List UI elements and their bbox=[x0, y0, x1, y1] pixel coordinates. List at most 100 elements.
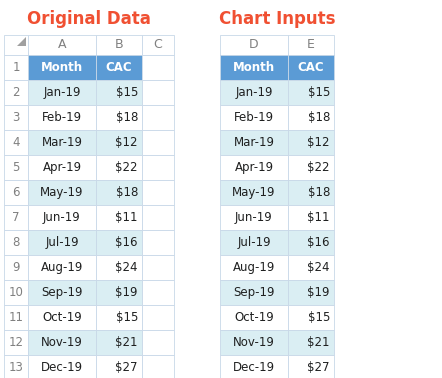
Bar bbox=[142, 35, 174, 55]
Text: C: C bbox=[154, 39, 162, 51]
Bar bbox=[96, 255, 142, 280]
Text: Aug-19: Aug-19 bbox=[41, 261, 83, 274]
Bar bbox=[4, 230, 28, 255]
Bar bbox=[220, 130, 288, 155]
Text: 12: 12 bbox=[8, 336, 23, 349]
Bar bbox=[142, 305, 174, 330]
Text: $19: $19 bbox=[308, 286, 330, 299]
Text: $18: $18 bbox=[308, 186, 330, 199]
Text: Month: Month bbox=[233, 61, 275, 74]
Bar bbox=[220, 35, 288, 55]
Bar bbox=[28, 105, 96, 130]
Bar bbox=[288, 230, 334, 255]
Bar bbox=[4, 355, 28, 378]
Text: 1: 1 bbox=[12, 61, 20, 74]
Bar bbox=[288, 305, 334, 330]
Bar bbox=[28, 80, 96, 105]
Text: Feb-19: Feb-19 bbox=[42, 111, 82, 124]
Bar bbox=[4, 330, 28, 355]
Bar bbox=[142, 80, 174, 105]
Text: Aug-19: Aug-19 bbox=[233, 261, 275, 274]
Bar bbox=[288, 105, 334, 130]
Text: $27: $27 bbox=[115, 361, 138, 374]
Text: $22: $22 bbox=[308, 161, 330, 174]
Text: $16: $16 bbox=[308, 236, 330, 249]
Bar bbox=[220, 230, 288, 255]
Bar bbox=[288, 80, 334, 105]
Bar bbox=[220, 280, 288, 305]
Bar bbox=[96, 355, 142, 378]
Bar bbox=[220, 355, 288, 378]
Bar bbox=[96, 205, 142, 230]
Bar bbox=[4, 105, 28, 130]
Bar bbox=[220, 255, 288, 280]
Bar bbox=[288, 155, 334, 180]
Bar bbox=[96, 280, 142, 305]
Text: Dec-19: Dec-19 bbox=[41, 361, 83, 374]
Text: 13: 13 bbox=[8, 361, 23, 374]
Text: Jun-19: Jun-19 bbox=[235, 211, 273, 224]
Bar bbox=[28, 230, 96, 255]
Bar bbox=[4, 255, 28, 280]
Text: 9: 9 bbox=[12, 261, 20, 274]
Text: Feb-19: Feb-19 bbox=[234, 111, 274, 124]
Text: A: A bbox=[58, 39, 66, 51]
Bar bbox=[96, 130, 142, 155]
Text: 11: 11 bbox=[8, 311, 23, 324]
Text: $16: $16 bbox=[115, 236, 138, 249]
Text: $19: $19 bbox=[115, 286, 138, 299]
Bar bbox=[4, 35, 28, 55]
Bar bbox=[288, 180, 334, 205]
Text: Apr-19: Apr-19 bbox=[234, 161, 274, 174]
Bar bbox=[96, 105, 142, 130]
Text: 5: 5 bbox=[12, 161, 20, 174]
Text: Jun-19: Jun-19 bbox=[43, 211, 81, 224]
Text: Sep-19: Sep-19 bbox=[233, 286, 275, 299]
Bar bbox=[96, 35, 142, 55]
Text: CAC: CAC bbox=[298, 61, 324, 74]
Text: B: B bbox=[114, 39, 123, 51]
Bar bbox=[288, 255, 334, 280]
Bar bbox=[4, 205, 28, 230]
Bar bbox=[4, 180, 28, 205]
Text: Nov-19: Nov-19 bbox=[41, 336, 83, 349]
Bar bbox=[28, 330, 96, 355]
Text: Nov-19: Nov-19 bbox=[233, 336, 275, 349]
Text: Jul-19: Jul-19 bbox=[237, 236, 271, 249]
Bar bbox=[28, 305, 96, 330]
Bar bbox=[28, 355, 96, 378]
Bar bbox=[220, 55, 288, 80]
Text: Mar-19: Mar-19 bbox=[233, 136, 274, 149]
Bar bbox=[4, 155, 28, 180]
Bar bbox=[4, 80, 28, 105]
Text: 6: 6 bbox=[12, 186, 20, 199]
Text: Mar-19: Mar-19 bbox=[42, 136, 83, 149]
Text: $15: $15 bbox=[116, 311, 138, 324]
Text: $15: $15 bbox=[308, 86, 330, 99]
Bar bbox=[96, 180, 142, 205]
Text: Jul-19: Jul-19 bbox=[45, 236, 79, 249]
Text: $21: $21 bbox=[308, 336, 330, 349]
Text: 2: 2 bbox=[12, 86, 20, 99]
Text: 7: 7 bbox=[12, 211, 20, 224]
Bar bbox=[220, 330, 288, 355]
Bar bbox=[288, 55, 334, 80]
Bar bbox=[96, 155, 142, 180]
Text: Oct-19: Oct-19 bbox=[234, 311, 274, 324]
Bar bbox=[4, 130, 28, 155]
Text: $18: $18 bbox=[308, 111, 330, 124]
Bar bbox=[4, 55, 28, 80]
Text: 8: 8 bbox=[12, 236, 20, 249]
Text: May-19: May-19 bbox=[232, 186, 276, 199]
Bar bbox=[220, 80, 288, 105]
Text: $22: $22 bbox=[115, 161, 138, 174]
Text: Jan-19: Jan-19 bbox=[235, 86, 273, 99]
Bar bbox=[220, 205, 288, 230]
Polygon shape bbox=[17, 37, 26, 46]
Text: Month: Month bbox=[41, 61, 83, 74]
Text: Jan-19: Jan-19 bbox=[43, 86, 81, 99]
Text: $18: $18 bbox=[116, 186, 138, 199]
Bar bbox=[142, 130, 174, 155]
Bar bbox=[142, 180, 174, 205]
Bar bbox=[4, 305, 28, 330]
